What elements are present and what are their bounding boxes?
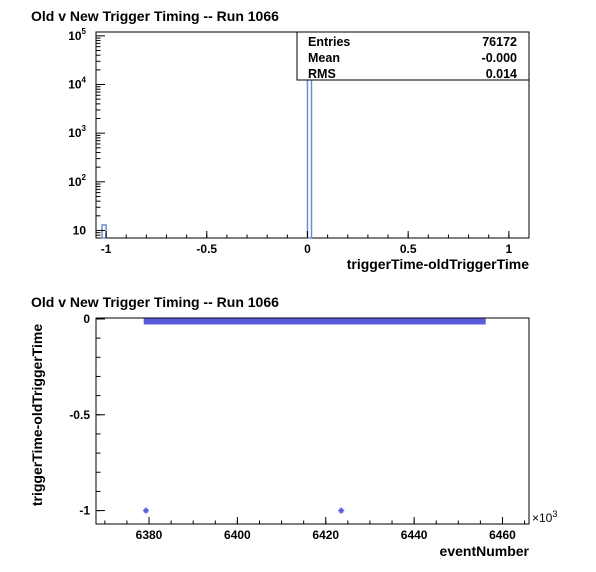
scatter-x-tick-label: 6440	[401, 528, 428, 542]
histogram-y-tick-label: 10	[73, 223, 87, 237]
histogram-y-tick-base: 10	[73, 223, 87, 237]
histogram-y-tick-exponent: 5	[82, 27, 87, 36]
histogram-x-tick-label: 0.5	[400, 242, 417, 256]
histogram-y-tick-label: 104	[68, 76, 86, 92]
histogram-x-tick-label: 0	[304, 242, 311, 256]
scatter-x-tick-label: 6460	[489, 528, 516, 542]
scatter-band	[143, 318, 486, 325]
histogram-x-tick-label: 1	[506, 242, 513, 256]
histogram-panel: Old v New Trigger Timing -- Run 1066 -1-…	[31, 8, 530, 272]
histogram-y-tick-base: 10	[68, 126, 82, 140]
scatter-points	[142, 507, 345, 514]
stats-entries-label: Entries	[308, 35, 350, 49]
stats-rms-label: RMS	[308, 67, 336, 81]
stats-rms-value: 0.014	[486, 67, 517, 81]
scatter-x-axis-label: eventNumber	[440, 543, 530, 559]
histogram-x-ticks: -1 -0.5 0 0.5 1	[101, 231, 513, 256]
histogram-bar	[101, 224, 107, 239]
scatter-x-ticks: 6380 6400 6420 6440 6460	[104, 517, 526, 542]
stats-box-frame	[296, 31, 530, 81]
histogram-y-tick-base: 10	[68, 29, 82, 43]
histogram-y-tick-exponent: 4	[82, 76, 87, 85]
histogram-bars	[101, 40, 313, 239]
histogram-x-tick-label: -0.5	[196, 242, 217, 256]
histogram-y-tick-label: 105	[68, 27, 86, 43]
stats-entries-value: 76172	[482, 35, 517, 49]
scatter-x-tick-label: 6400	[224, 528, 251, 542]
x-multiplier-exponent: 3	[552, 509, 557, 519]
x-multiplier-base: ×10	[532, 511, 553, 525]
histogram-y-tick-exponent: 2	[82, 173, 87, 182]
scatter-point	[338, 507, 345, 514]
histogram-y-tick-exponent: 3	[82, 124, 87, 133]
scatter-x-tick-label: 6420	[312, 528, 339, 542]
x-multiplier-label: ×103	[532, 509, 557, 525]
histogram-title: Old v New Trigger Timing -- Run 1066	[31, 8, 279, 24]
histogram-y-tick-base: 10	[68, 78, 82, 92]
scatter-x-tick-label: 6380	[136, 528, 163, 542]
scatter-y-tick-label: 0	[83, 312, 90, 326]
scatter-title: Old v New Trigger Timing -- Run 1066	[31, 294, 279, 310]
scatter-y-axis-label: triggerTime-oldTriggerTime	[29, 324, 45, 507]
scatter-panel: Old v New Trigger Timing -- Run 1066 638…	[29, 294, 557, 559]
histogram-x-axis-label: triggerTime-oldTriggerTime	[347, 256, 530, 272]
scatter-y-tick-label: -0.5	[69, 408, 90, 422]
histogram-y-tick-label: 103	[68, 124, 86, 140]
scatter-y-ticks: 0 -0.5 -1	[69, 312, 105, 518]
scatter-y-tick-label: -1	[79, 504, 90, 518]
scatter-frame	[95, 317, 530, 525]
stats-mean-value: -0.000	[482, 51, 517, 65]
stats-mean-label: Mean	[308, 51, 340, 65]
scatter-point	[142, 507, 149, 514]
histogram-x-tick-label: -1	[101, 242, 112, 256]
stats-box: Entries 76172 Mean -0.000 RMS 0.014	[296, 31, 530, 81]
histogram-y-tick-label: 102	[68, 173, 86, 189]
histogram-y-tick-base: 10	[68, 175, 82, 189]
scatter-dense-band	[143, 318, 486, 325]
